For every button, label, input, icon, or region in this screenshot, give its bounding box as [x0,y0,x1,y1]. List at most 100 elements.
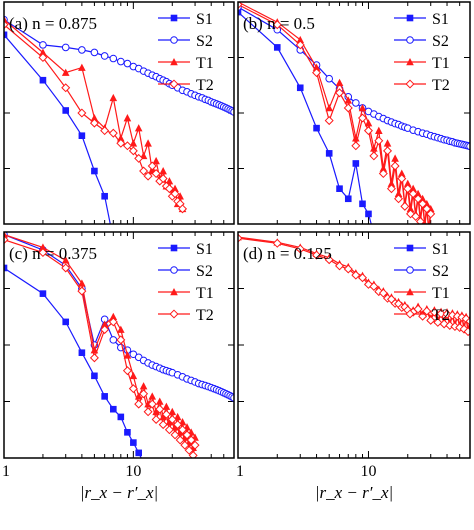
data-point-t2 [184,445,194,455]
series-line-s1 [4,34,111,224]
data-point-t2 [164,184,174,194]
legend-marker-t1 [170,288,178,296]
legend-marker-t2 [169,79,179,89]
x-tick-label: 10 [125,463,141,480]
data-point-t2 [351,141,361,151]
data-point-t1 [383,139,392,147]
data-point-t2 [147,399,157,409]
data-point-t2 [363,279,373,289]
data-point-t2 [324,255,334,265]
data-point-t2 [186,435,196,445]
data-point-s2 [117,57,125,66]
plot-area [4,232,234,458]
data-point-s1 [124,429,131,436]
data-point-s1 [39,76,47,84]
data-point-s1 [118,271,125,278]
data-point-t2 [61,83,71,93]
data-point-t2 [89,353,99,363]
data-point-s1 [336,185,343,192]
data-point-t1 [152,156,160,165]
data-point-t2 [374,287,384,297]
data-point-s1 [296,84,304,92]
data-point-t2 [238,233,243,243]
legend-label-t1: T1 [432,285,450,302]
data-point-t1 [129,371,138,380]
data-point-s2 [100,52,109,60]
data-point-s2 [123,59,132,68]
series-t2 [4,235,200,458]
data-point-s1 [365,210,372,218]
legend-marker-s2 [406,266,414,274]
data-point-s1 [352,160,360,167]
legend-label-s1: S1 [432,241,449,258]
series-s1 [4,31,125,278]
data-point-t2 [422,306,432,316]
data-point-t1 [379,164,388,172]
data-point-s1 [238,8,242,16]
data-point-t2 [143,407,153,417]
data-point-t2 [465,316,470,326]
legend-label-s2: S2 [432,33,449,50]
legend-marker-s2 [406,36,414,44]
data-point-s1 [91,372,98,380]
data-point-s1 [135,449,143,457]
data-point-s1 [78,132,86,140]
legend-marker-t2 [405,79,415,89]
data-point-t2 [442,309,452,319]
data-point-t2 [151,169,161,179]
data-point-t2 [122,141,132,151]
data-point-s2 [90,48,99,57]
legend-marker-s1 [170,14,178,22]
data-point-t1 [39,48,47,56]
data-point-t2 [383,146,393,156]
data-point-s1 [101,393,108,400]
data-point-t2 [418,199,428,209]
data-point-t2 [38,248,48,258]
data-point-t2 [100,325,110,335]
data-point-s2 [78,46,86,54]
data-point-t2 [335,88,345,98]
legend-label-s1: S1 [432,11,449,28]
data-point-t2 [155,404,165,414]
data-point-t2 [122,366,132,376]
series-t2 [238,233,470,337]
data-point-t2 [406,209,416,219]
data-point-t2 [463,327,470,337]
data-point-t2 [335,261,345,271]
panel-2: (b) n = 0.5 S1 S2 T1 T2 [237,1,471,225]
data-point-t1 [117,325,125,333]
data-point-s2 [109,54,118,63]
data-point-t2 [161,409,171,419]
legend-marker-t1 [170,58,178,66]
data-point-s1 [344,195,352,203]
series-line-t2 [4,239,196,456]
data-point-t2 [357,273,368,283]
panel-label: (b) n = 0.5 [243,14,315,33]
data-point-t2 [378,169,388,179]
x-tick-label: 10 [360,463,376,480]
data-point-t2 [100,126,110,136]
data-point-s2 [466,142,470,151]
data-point-s1 [110,236,117,243]
data-point-t2 [390,161,400,171]
data-point-t2 [116,138,126,148]
data-point-t1 [375,126,383,134]
panel-label: (a) n = 0.875 [9,14,97,33]
data-point-s1 [130,439,137,446]
legend-label-s1: S1 [196,241,213,258]
data-point-t1 [168,407,177,416]
data-point-t1 [100,320,109,328]
data-point-t1 [155,397,164,405]
legend-marker-s2 [170,36,178,44]
data-point-s1 [4,264,8,272]
data-point-s2 [39,41,47,49]
data-point-t2 [158,420,168,430]
legend-label-s2: S2 [432,263,449,280]
data-point-t1 [129,139,138,147]
data-point-t1 [78,279,86,287]
data-point-t2 [128,384,138,394]
data-point-t2 [108,317,118,327]
data-point-t1 [409,184,417,192]
data-point-s1 [62,107,70,114]
data-point-s1 [110,405,117,413]
